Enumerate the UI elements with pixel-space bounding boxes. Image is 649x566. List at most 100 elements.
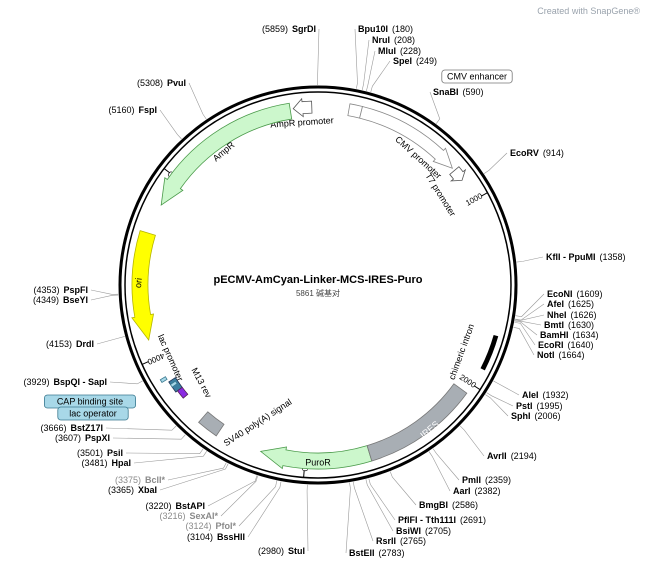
site-position: (3501) [77,448,103,458]
site-label: (3220) BstAPI [145,501,205,511]
site-name: AvrII [487,451,507,461]
site-leader [159,109,182,140]
site-leader [354,28,358,89]
site-label: (3375) BclI* [115,475,166,485]
site-label: RsrII (2765) [376,536,426,546]
tick-mark [303,470,305,478]
site-leader [485,394,509,417]
site-label: (3216) SexAI* [159,511,218,521]
feature-arc [449,166,467,182]
site-position: (5859) [262,24,288,34]
site-position: (2705) [425,526,451,536]
tick-mark [481,192,488,197]
site-name: XbaI [138,485,157,495]
site-leader [109,380,143,385]
site-leader [493,380,520,396]
feature-label: ori [133,277,144,288]
site-name: BmtI [544,320,564,330]
site-position: (3929) [23,377,49,387]
site-label: (3666) BstZ17I [40,423,103,433]
feature-box [57,406,129,421]
site-name: SphI [511,411,531,421]
site-name: BstZ17I [70,423,103,433]
site-leader [188,82,207,120]
site-label: (3929) BspQI - SapI [23,377,107,387]
feature-label: CMV enhancer [447,71,507,81]
site-leader [247,481,282,538]
site-leader [483,152,508,174]
feature-label: M13 rev [190,366,214,400]
site-leader [514,319,542,326]
site-label: AarI (2382) [453,486,501,496]
site-leader [370,60,391,93]
feature-arc [176,386,189,399]
tick-label: 4000 [145,351,165,367]
site-name: DrdI [76,339,94,349]
site-leader [429,91,441,124]
site-label: (3481) HpaI [81,458,131,468]
tick-label: 2000 [458,373,478,391]
site-name: BssHII [217,532,245,542]
site-position: (3220) [145,501,171,511]
site-position: (590) [463,87,484,97]
feature-label: lac operator [69,408,117,418]
site-leader [112,434,186,440]
site-position: (1932) [543,390,569,400]
site-label: (5160) FspI [108,105,157,115]
feature-arc [259,445,373,470]
site-label: SphI (2006) [511,411,561,421]
site-leader [96,336,125,345]
site-name: EcoNI [547,289,573,299]
site-position: (2359) [485,475,511,485]
site-name: NheI [547,310,567,320]
site-position: (2980) [258,546,284,556]
tick-label: 1000 [464,191,484,208]
site-name: BsiWI [396,526,421,536]
site-leader [361,39,370,91]
site-position: (2194) [511,451,537,461]
site-leader [125,448,204,454]
site-position: (1995) [537,401,563,411]
site-label: BsiWI (2705) [396,526,451,536]
site-leader [428,451,451,492]
site-leader [90,294,119,301]
site-position: (1609) [577,289,603,299]
site-name: EcoRI [538,340,564,350]
watermark: Created with SnapGene® [537,6,640,16]
site-position: (1630) [568,320,594,330]
backbone-inner [124,91,512,479]
feature-arc [292,97,313,118]
feature-arc [366,383,468,462]
site-name: EcoRV [510,148,539,158]
site-name: AarI [453,486,471,496]
site-position: (228) [400,46,421,56]
site-name: BclI* [145,475,166,485]
site-name: StuI [288,546,305,556]
feature-box [441,69,513,84]
site-name: BmgBI [419,500,448,510]
site-position: (3124) [185,521,211,531]
site-position: (3104) [187,532,213,542]
site-leader [317,28,320,86]
site-leader [389,471,417,506]
site-label: (3501) PsiI [77,448,123,458]
site-position: (914) [543,148,564,158]
site-label: Bpu10I (180) [358,24,413,34]
site-position: (249) [416,56,437,66]
site-label: EcoNI (1609) [547,289,603,299]
site-name: Bpu10I [358,24,388,34]
site-label: SnaBI (590) [433,87,484,97]
site-name: PsiI [107,448,123,458]
site-label: (4153) DrdI [46,339,94,349]
site-position: (3365) [108,485,134,495]
site-position: (2783) [379,548,405,558]
site-position: (3375) [115,475,141,485]
site-label: PmlI (2359) [462,475,511,485]
site-label: BmtI (1630) [544,320,594,330]
site-position: (1625) [568,299,594,309]
site-position: (4349) [33,295,59,305]
tick-mark [473,385,481,391]
site-leader [238,480,278,527]
site-label: KflI - PpuMI (1358) [546,252,626,262]
site-label: (5308) PvuI [137,78,186,88]
